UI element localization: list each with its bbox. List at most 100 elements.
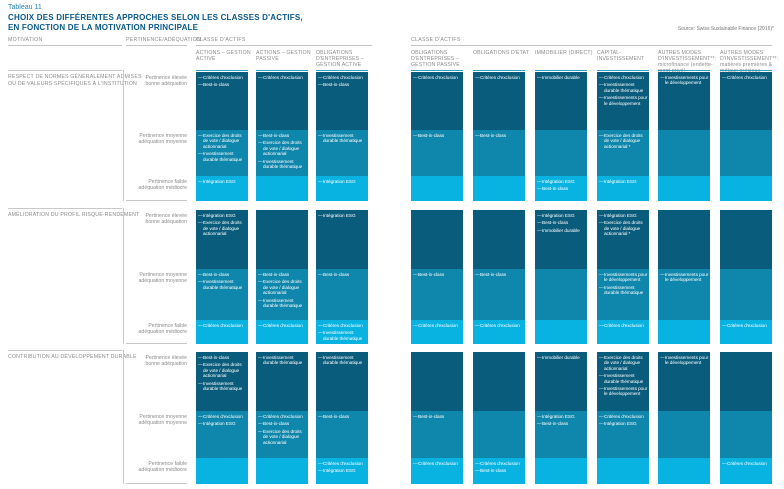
approach-cell: Intégration ESGExercice des droits de vo… [196,210,248,269]
pertinence-label-line-1: Pertinence élevée [145,75,187,81]
approach-cell [720,411,772,458]
approach-cell: Investissement durable thématique [316,352,368,411]
asset-class-header-line: ACTIONS – GESTION [196,50,251,56]
approach-cell: Critères d'exclusionInvestissement durab… [597,72,649,130]
approach-cell: Intégration ESGExercice des droits de vo… [597,210,649,269]
approach-cell [411,210,463,269]
pertinence-label-line-2: adéquation médiocre [138,467,187,474]
approach-cell [658,411,710,458]
asset-class-header-line: microfinance (endette- [658,62,713,68]
approach-item: Critères d'exclusion [198,323,247,329]
asset-class-header: OBLIGATIONS D'ENTREPRISES – GESTION ACTIVE [316,50,374,68]
approach-cell: Best-in-classExercice des droits de vote… [196,352,248,411]
approach-cell: Critères d'exclusionBest-in-class Exercic… [256,411,308,458]
approach-item: Best-in-class [413,133,462,139]
approach-cell [256,210,308,269]
pertinence-label-line-1: Pertinence moyenne [139,133,187,139]
approach-cell [535,458,587,484]
asset-class-header: ACTIONS – GESTION ACTIVE [196,50,254,62]
pertinence-label-line-2: adéquation moyenne [138,139,187,146]
pertinence-label-line-1: Pertinence moyenne [139,272,187,278]
approach-item: Immobilier durable [537,228,586,234]
asset-class-underline [720,70,772,71]
table-tag: Tableau 11 [8,4,42,11]
approach-item: Investissements pour le développement [660,272,709,283]
asset-class-header-line: ACTIONS – GESTION [256,50,311,56]
asset-class-header-line: GESTION ACTIVE [316,62,362,68]
approach-cell [256,458,308,484]
approach-cell [473,210,525,269]
approach-cell: Exercice des droits de vote / dialogue a… [597,352,649,411]
asset-class-header-line: AUTRES MODES [720,50,764,56]
approach-cell: Critères d'exclusion [473,320,525,344]
approach-cell: Critères d'exclusion [473,72,525,130]
approach-item: Critères d'exclusion [413,323,462,329]
approach-cell: Best-in-class [316,269,368,320]
approach-cell: Best-in-classInvestissement durable thém… [196,269,248,320]
approach-item: Investissement durable thématique [198,381,247,392]
page-title-line-1: CHOIX DES DIFFÉRENTES APPROCHES SELON LE… [8,13,303,22]
approach-item: Intégration ESG [198,421,247,427]
approach-cell: Best-in-class [316,411,368,458]
approach-item: Exercice des droits de vote / dialogue a… [599,220,648,236]
approach-item: Critères d'exclusion [599,323,648,329]
approach-cell: Intégration ESG [316,210,368,269]
approach-cell [473,411,525,458]
approach-item: Exercice des droits de vote / dialogue a… [258,279,307,295]
approach-item: Investissement durable thématique [599,285,648,296]
approach-cell: Exercice des droits de vote / dialogue a… [597,130,649,176]
approach-cell: Investissements pour le développement [658,352,710,411]
asset-class-header-line: ment privé) [658,68,686,74]
approach-item: Investissements pour le développement [660,355,709,366]
pertinence-label-line-2: adéquation médiocre [138,185,187,192]
approach-item: Exercice des droits de vote / dialogue a… [599,355,648,371]
approach-cell: Intégration ESG [597,176,649,201]
approach-item: Best-in-class [258,272,307,278]
approach-cell [720,176,772,201]
pertinence-label-line-2: adéquation moyenne [138,278,187,285]
approach-cell [535,320,587,344]
pertinence-label: Pertinence élevée bonne adéquation [100,75,187,88]
asset-class-header-line: ACTIVE [196,56,216,62]
asset-class-underline [256,70,308,71]
approach-item: Exercice des droits de vote / dialogue a… [198,362,247,378]
approach-cell: Best-in-class [473,130,525,176]
label-column-divider [123,70,124,201]
approach-cell: Intégration ESG [196,176,248,201]
motivation-label: AMÉLIORATION DU PROFIL RISQUE-RENDEMENT [8,212,139,219]
approach-cell [411,176,463,201]
approach-cell: Critères d'exclusion [720,458,772,484]
approach-cell: Critères d'exclusionBest-in-class [473,458,525,484]
approach-cell: Best-in-classExercice des droits de vote… [256,269,308,320]
approach-cell: Best-in-class [411,269,463,320]
motivation-label: CONTRIBUTION AU DÉVELOPPEMENT DURABLE [8,354,138,361]
column-header-classe-actifs-left: CLASSE D'ACTIFS [196,37,246,43]
approach-item: Best-in-class [537,186,586,192]
motivation-label-line: OU DE VALEURS SPÉCIFIQUES À L'INSTITUTIO… [8,80,138,87]
approach-item: Critères d'exclusion [413,75,462,81]
approach-cell: Investissements pour le développement [658,269,710,320]
pertinence-label: Pertinence moyenne adéquation moyenne [100,272,187,285]
asset-class-underline [658,70,710,71]
approach-cell [411,352,463,411]
approach-item: Best-in-class [318,82,367,88]
approach-cell [658,176,710,201]
asset-class-header: AUTRES MODES D'INVESTISSEMENT**: matières … [720,50,778,74]
approach-cell: Intégration ESGBest-in-class [535,176,587,201]
approach-item: Investissement durable thématique [258,355,307,366]
header-rule-pertinence [126,45,187,46]
approach-item: Best-in-class [537,421,586,427]
approach-item: Immobilier durable [537,75,586,81]
approach-item: Critères d'exclusion [475,461,524,467]
asset-class-underline [316,70,368,71]
approach-item: Critères d'exclusion [475,75,524,81]
approach-item: Best-in-class [413,272,462,278]
approach-cell: Best-in-class [411,130,463,176]
asset-class-header-line: IMMOBILIER (DIRECT) [535,50,593,56]
approach-item: Intégration ESG [318,179,367,185]
asset-class-header-line: PASSIVE [256,56,279,62]
approach-cell [473,352,525,411]
asset-class-underline [597,70,649,71]
asset-class-header-line: OBLIGATIONS [411,50,448,56]
source-note: Source: Swiss Sustainable Finance (2016)… [677,26,774,32]
